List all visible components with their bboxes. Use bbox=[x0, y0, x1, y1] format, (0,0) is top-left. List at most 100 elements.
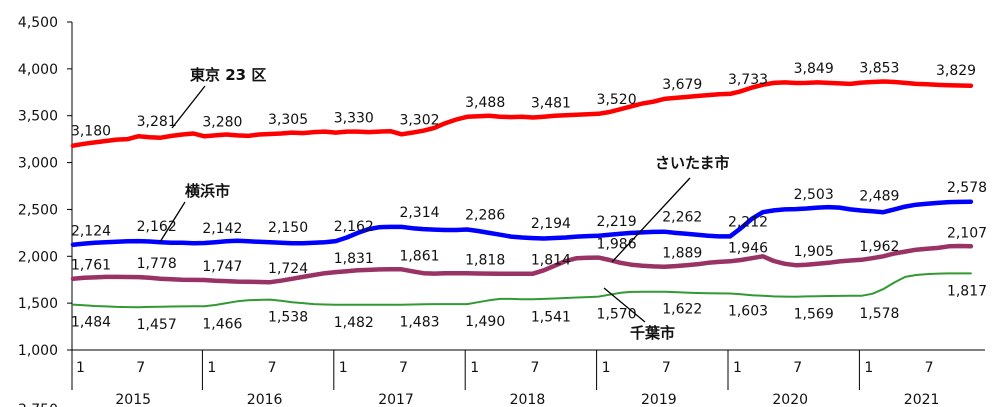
x-tick-label: 1 bbox=[733, 360, 742, 376]
data-label: 1,578 bbox=[859, 306, 899, 322]
x-tick-label: 7 bbox=[925, 360, 934, 376]
year-label: 2020 bbox=[772, 392, 808, 407]
series-name-label: 横浜市 bbox=[185, 182, 230, 200]
data-label: 3,180 bbox=[71, 124, 111, 140]
year-label: 2016 bbox=[247, 392, 283, 407]
y-tick-label: 3,500 bbox=[18, 109, 58, 125]
x-tick-label: 7 bbox=[399, 360, 408, 376]
y-tick-label: 4,500 bbox=[18, 15, 58, 31]
data-label: 1,466 bbox=[202, 316, 242, 332]
series-line-0 bbox=[70, 79, 974, 148]
data-label: 3,733 bbox=[728, 72, 768, 88]
data-label: 3,302 bbox=[399, 112, 439, 128]
data-label: 3,488 bbox=[465, 95, 505, 111]
x-tick-label: 1 bbox=[207, 360, 216, 376]
x-tick-label: 1 bbox=[76, 360, 85, 376]
data-label: 2,262 bbox=[662, 210, 702, 226]
data-label: 2,219 bbox=[597, 214, 637, 230]
data-label: 1,946 bbox=[728, 240, 768, 256]
data-label: 2,124 bbox=[71, 224, 111, 240]
data-label: 3,679 bbox=[662, 77, 702, 93]
y-axis-ticks: 1,000 1,500 2,000 2,500 3,000 3,500 4,000 4,500… bbox=[18, 15, 72, 407]
data-label: 1,483 bbox=[399, 315, 439, 331]
data-label: 1,817 bbox=[947, 283, 987, 299]
data-label: 1,889 bbox=[662, 246, 702, 262]
x-axis: 1 7 2015 1 7 2016 1 7 2017 1 7 2018 1 7 2019 1 7 2020 1 7 20… bbox=[76, 350, 939, 407]
data-label: 1,962 bbox=[859, 239, 899, 255]
series-name-label: 東京 23 区 bbox=[190, 66, 266, 84]
data-label: 1,569 bbox=[794, 307, 834, 323]
leader-line bbox=[171, 85, 206, 129]
y-tick-label: 2,500 bbox=[18, 202, 58, 218]
data-label: 1,761 bbox=[71, 258, 111, 274]
data-label: 2,142 bbox=[202, 221, 242, 237]
data-label: 1,482 bbox=[334, 315, 374, 331]
data-label: 2,107 bbox=[947, 225, 987, 241]
data-label: 1,570 bbox=[597, 307, 637, 323]
data-label: 1,831 bbox=[334, 251, 374, 267]
data-label: 1,541 bbox=[531, 309, 571, 325]
data-label: 3,280 bbox=[202, 114, 242, 130]
data-label: 3,520 bbox=[597, 92, 637, 108]
data-label: 2,162 bbox=[334, 219, 374, 235]
data-label: 1,490 bbox=[465, 314, 505, 330]
data-label: 3,849 bbox=[794, 61, 834, 77]
data-label: 1,818 bbox=[465, 252, 505, 268]
y-tick-label: 3,000 bbox=[18, 156, 58, 172]
leader-line bbox=[611, 177, 691, 263]
series-line-3 bbox=[72, 272, 972, 309]
y-tick-label: 4,000 bbox=[18, 62, 58, 78]
data-label: 2,503 bbox=[794, 187, 834, 203]
data-label: 1,603 bbox=[728, 303, 768, 319]
data-label: 3,853 bbox=[859, 61, 899, 77]
y-tick-label: 1,000 bbox=[18, 343, 58, 359]
series-line-1 bbox=[70, 199, 974, 247]
year-label: 2015 bbox=[115, 392, 151, 407]
series-name-label: さいたま市 bbox=[655, 154, 730, 172]
x-tick-label: 7 bbox=[662, 360, 671, 376]
data-label: 1,778 bbox=[137, 256, 177, 272]
x-tick-label: 1 bbox=[339, 360, 348, 376]
year-label: 2019 bbox=[641, 392, 677, 407]
plot-frame bbox=[71, 22, 985, 390]
data-labels: 3,180 3,281 3,280 3,305 3,330 3,302 3,488 3,481… bbox=[71, 61, 987, 334]
data-label: 1,622 bbox=[662, 302, 702, 318]
data-label: 1,484 bbox=[71, 315, 111, 331]
year-label: 2018 bbox=[510, 392, 546, 407]
data-label: 2,286 bbox=[465, 207, 505, 223]
x-tick-label: 7 bbox=[136, 360, 145, 376]
y-tick-label: 1,500 bbox=[18, 296, 58, 312]
x-tick-label: 7 bbox=[793, 360, 802, 376]
x-tick-label: 7 bbox=[268, 360, 277, 376]
x-tick-label: 7 bbox=[530, 360, 539, 376]
series-line-2 bbox=[70, 243, 974, 285]
data-label: 1,986 bbox=[597, 237, 637, 253]
data-label: 2,489 bbox=[859, 188, 899, 204]
data-label: 3,330 bbox=[334, 111, 374, 127]
y-tick-label: 2,000 bbox=[18, 249, 58, 265]
year-label: 2017 bbox=[378, 392, 414, 407]
leader-line bbox=[603, 287, 646, 323]
data-label: 1,724 bbox=[268, 261, 308, 277]
year-label: 2021 bbox=[904, 392, 940, 407]
x-tick-label: 1 bbox=[470, 360, 479, 376]
data-label: 2,194 bbox=[531, 216, 571, 232]
data-label: 3,305 bbox=[268, 112, 308, 128]
data-label: 2,314 bbox=[399, 205, 439, 221]
data-label: 3,829 bbox=[936, 63, 976, 79]
data-label: 1,861 bbox=[399, 248, 439, 264]
x-tick-label: 1 bbox=[602, 360, 611, 376]
series-name-label: 千葉市 bbox=[630, 324, 675, 342]
leader-line bbox=[159, 201, 186, 243]
data-label: 1,747 bbox=[202, 259, 242, 275]
x-tick-label: 1 bbox=[864, 360, 873, 376]
y-tick-label-clipped: 3,750 bbox=[18, 402, 58, 407]
data-label: 1,538 bbox=[268, 310, 308, 326]
data-label: 3,281 bbox=[137, 114, 177, 130]
data-label: 1,814 bbox=[531, 253, 571, 269]
data-label: 2,578 bbox=[947, 180, 987, 196]
data-label: 2,150 bbox=[268, 220, 308, 236]
